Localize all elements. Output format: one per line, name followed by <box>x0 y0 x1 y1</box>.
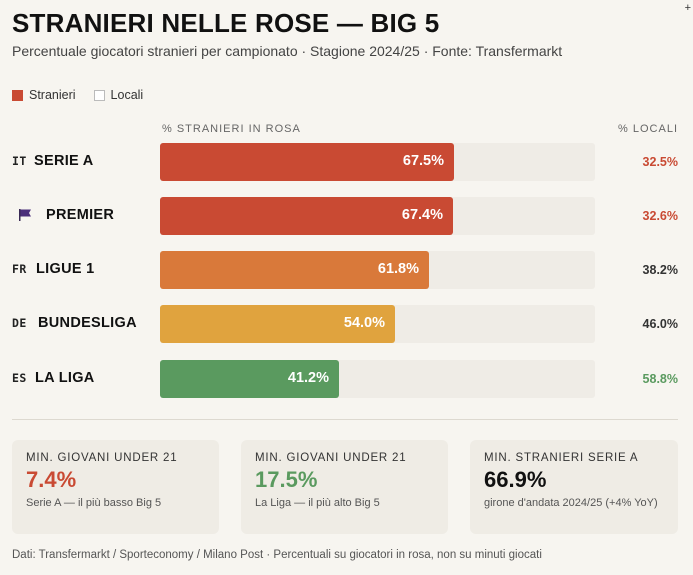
league-label: LIGUE 1 <box>36 261 95 277</box>
stat-card-label: MIN. GIOVANI UNDER 21 <box>26 452 178 464</box>
bar-foreign <box>160 360 339 398</box>
bar-row: DE BUNDESLIGA 54.0% 46.0% <box>0 305 693 343</box>
bar-value-label: 61.8% <box>377 261 419 277</box>
corner-mark: + <box>684 2 691 14</box>
country-code: IT <box>12 154 27 168</box>
stat-card: MIN. GIOVANI UNDER 21 17.5% La Liga — il p… <box>241 440 448 534</box>
local-value-label: 38.2% <box>642 263 678 277</box>
bar-foreign <box>160 197 453 235</box>
stat-card-label: MIN. STRANIERI SERIE A <box>484 452 639 464</box>
stat-card-value: 17.5% <box>255 467 318 492</box>
flag-icon <box>19 209 31 221</box>
legend-label-local: Locali <box>110 88 144 102</box>
country-code: ES <box>12 371 27 385</box>
local-value-label: 58.8% <box>642 372 678 386</box>
league-label: LA LIGA <box>35 370 95 386</box>
bar-foreign <box>160 251 429 289</box>
bar-row: FR LIGUE 1 61.8% 38.2% <box>0 251 693 289</box>
bar-track: 61.8% <box>160 251 595 289</box>
bar-row: PREMIER 67.4% 32.6% <box>0 197 693 235</box>
local-value-label: 32.6% <box>642 209 678 223</box>
stat-card-label: MIN. GIOVANI UNDER 21 <box>255 452 407 464</box>
league-label: BUNDESLIGA <box>38 315 137 331</box>
bar-foreign <box>160 305 395 343</box>
legend-item-local: Locali <box>93 88 144 102</box>
local-value-label: 32.5% <box>642 155 678 169</box>
stat-card-note: girone d'andata 2024/25 (+4% YoY) <box>484 497 658 509</box>
legend: Stranieri Locali <box>12 88 143 102</box>
chart-title: STRANIERI NELLE ROSE — BIG 5 <box>12 8 440 38</box>
chart-subtitle: Percentuale giocatori stranieri per camp… <box>12 43 563 59</box>
country-code: FR <box>12 262 27 276</box>
bar-track: 67.4% <box>160 197 595 235</box>
bar-track: 54.0% <box>160 305 595 343</box>
bar-row: IT SERIE A 67.5% 32.5% <box>0 143 693 181</box>
bar-row: ES LA LIGA 41.2% 58.8% <box>0 360 693 398</box>
country-code: DE <box>12 316 27 330</box>
bar-track: 41.2% <box>160 360 595 398</box>
divider <box>12 419 678 420</box>
stat-card: MIN. STRANIERI SERIE A 66.9% girone d'anda… <box>470 440 678 534</box>
legend-item-foreign: Stranieri <box>12 88 76 102</box>
legend-swatch-local <box>93 89 105 101</box>
bar-value-label: 41.2% <box>287 370 329 386</box>
stat-card-value: 7.4% <box>26 467 77 492</box>
stat-card-note: Serie A — il più basso Big 5 <box>26 497 162 509</box>
league-label: PREMIER <box>46 207 115 223</box>
bar-track: 67.5% <box>160 143 595 181</box>
column-header-local: % LOCALI <box>618 123 678 135</box>
local-value-label: 46.0% <box>642 317 678 331</box>
footer-source: Dati: Transfermarkt / Sporteconomy / Mil… <box>12 549 542 561</box>
stat-card: MIN. GIOVANI UNDER 21 7.4% Serie A — il pi… <box>12 440 219 534</box>
legend-swatch-foreign <box>12 89 23 101</box>
bar-value-label: 54.0% <box>343 315 385 331</box>
legend-label-foreign: Stranieri <box>29 88 76 102</box>
bar-value-label: 67.4% <box>401 207 443 223</box>
league-label: SERIE A <box>34 153 94 169</box>
stat-card-note: La Liga — il più alto Big 5 <box>255 497 380 509</box>
stat-card-value: 66.9% <box>484 467 547 492</box>
bar-value-label: 67.5% <box>402 153 444 169</box>
bar-foreign <box>160 143 454 181</box>
column-header-foreign: % STRANIERI IN ROSA <box>162 123 301 135</box>
